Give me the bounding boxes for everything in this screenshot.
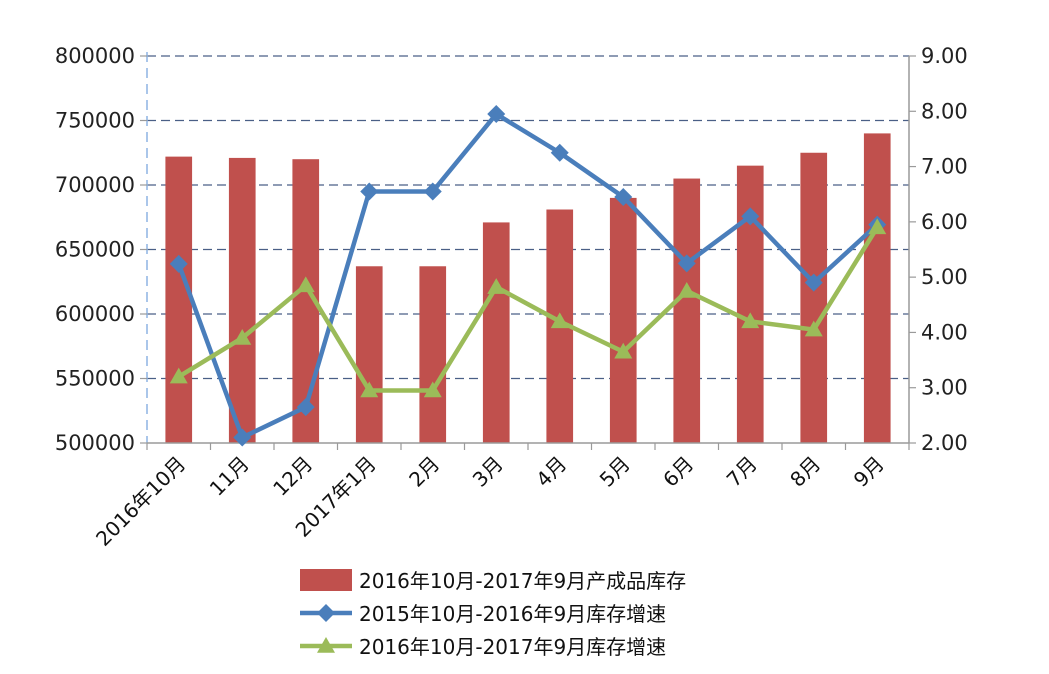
bar: [355, 266, 383, 443]
diamond-point: [360, 182, 379, 201]
y2-tick-label: 3.00: [921, 376, 968, 400]
y-axis-left-ticks: 500000 550000 600000 650000 700000 750000 8000…: [55, 44, 135, 455]
diamond-point: [487, 105, 506, 124]
diamond-point: [423, 182, 442, 201]
series-line: [176, 225, 880, 393]
triangle-point: [487, 278, 506, 294]
legend-label: 2016年10月-2017年9月库存增速: [359, 635, 666, 659]
diamond-point: [741, 207, 760, 226]
bar: [419, 266, 447, 443]
bar: [863, 133, 891, 443]
triangle-point: [360, 381, 379, 398]
triangle-point: [868, 218, 887, 235]
legend-bar-swatch: [300, 569, 352, 591]
y2-tick-label: 5.00: [921, 265, 968, 289]
diamond-point: [233, 428, 252, 447]
triangle-point: [614, 342, 633, 359]
y-axis-right-ticks: 2.00 3.00 4.00 5.00 6.00 7.00 8.00 9.00: [921, 44, 968, 455]
bar: [165, 156, 193, 443]
series-line: [176, 111, 880, 440]
x-tick-label: 7月: [722, 452, 762, 492]
y-tick-label: 800000: [55, 44, 135, 68]
x-tick-label: 5月: [595, 452, 635, 492]
bar-series: [165, 133, 891, 444]
x-tick-label: 6月: [658, 452, 698, 492]
grid-lines: [147, 55, 909, 380]
legend: 2016年10月-2017年9月产成品库存 2015年10月-2016年9月库存增…: [300, 569, 686, 659]
triangle-point: [296, 276, 315, 293]
legend-diamond-marker: [317, 604, 335, 622]
triangle-point: [233, 328, 252, 345]
y2-tick-label: 4.00: [921, 320, 968, 344]
y2-tick-label: 6.00: [921, 210, 968, 234]
diamond-point: [677, 254, 696, 273]
y2-tick-label: 7.00: [921, 155, 968, 179]
diamond-point: [804, 273, 823, 292]
legend-label: 2015年10月-2016年9月库存增速: [359, 602, 666, 626]
x-tick-label: 9月: [849, 452, 889, 492]
y2-tick-label: 9.00: [921, 44, 968, 68]
y2-tick-label: 8.00: [921, 99, 968, 123]
diamond-point: [614, 187, 633, 206]
axes: [140, 52, 916, 450]
y-tick-label: 650000: [55, 238, 135, 262]
diamond-point: [550, 143, 569, 162]
triangle-point: [677, 281, 696, 298]
y-tick-label: 700000: [55, 173, 135, 197]
bar: [736, 165, 764, 443]
triangle-point: [804, 320, 823, 337]
legend-label: 2016年10月-2017年9月产成品库存: [359, 569, 686, 593]
y2-tick-label: 2.00: [921, 431, 968, 455]
bar: [482, 222, 510, 443]
bar: [609, 197, 637, 443]
y-tick-label: 750000: [55, 109, 135, 133]
y-tick-label: 600000: [55, 302, 135, 326]
y-tick-label: 550000: [55, 367, 135, 391]
bar: [228, 157, 256, 443]
y-tick-label: 500000: [55, 431, 135, 455]
x-tick-label: 4月: [531, 452, 571, 492]
triangle-point: [741, 312, 760, 329]
bar: [800, 152, 828, 443]
triangle-point: [423, 381, 442, 398]
x-tick-label: 3月: [468, 452, 508, 492]
diamond-point: [169, 254, 188, 273]
legend-triangle-marker: [317, 637, 335, 653]
bar: [673, 178, 701, 444]
x-tick-label: 11月: [205, 452, 254, 501]
x-tick-label: 2016年10月: [91, 452, 190, 551]
triangle-point: [550, 312, 569, 329]
triangle-point: [169, 367, 188, 384]
x-tick-label: 2月: [404, 452, 444, 492]
diamond-point: [296, 398, 315, 417]
x-tick-label: 12月: [268, 452, 317, 501]
x-tick-label: 8月: [785, 452, 825, 492]
line-series: [169, 105, 887, 447]
